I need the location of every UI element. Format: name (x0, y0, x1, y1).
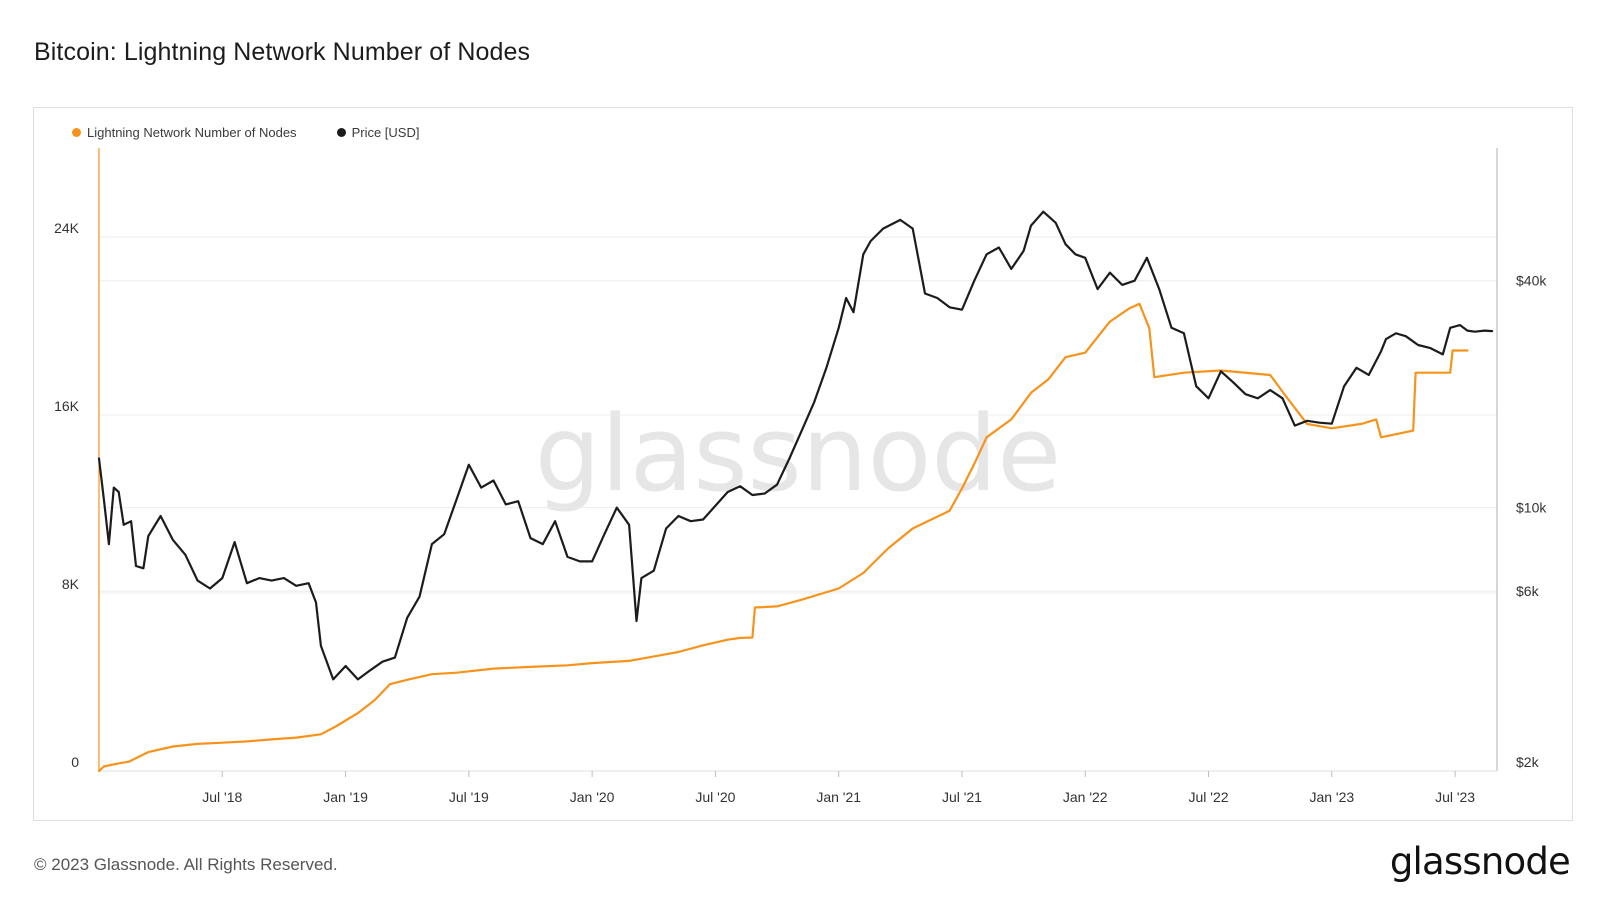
y-right-tick-label-1: $6k (1516, 583, 1540, 599)
y-left-tick-label-3: 24K (54, 220, 80, 236)
footer-copyright: © 2023 Glassnode. All Rights Reserved. (34, 855, 338, 874)
legend-label-price: Price [USD] (351, 125, 420, 140)
y-right-tick-label-3: $40k (1516, 273, 1547, 289)
legend-label-nodes: Lightning Network Number of Nodes (87, 125, 297, 140)
series-line-nodes (97, 302, 1469, 773)
x-tick-label-10: Jul '23 (1435, 789, 1475, 805)
chart-legend: Lightning Network Number of Nodes Price … (72, 125, 419, 140)
x-tick-label-1: Jan '19 (323, 789, 368, 805)
x-tick-label-6: Jul '21 (942, 789, 982, 805)
x-tick-label-7: Jan '22 (1063, 789, 1108, 805)
legend-item-nodes[interactable]: Lightning Network Number of Nodes (72, 125, 297, 140)
x-tick-label-3: Jan '20 (570, 789, 615, 805)
y-left-tick-label-2: 16K (54, 398, 80, 414)
y-right-tick-label-0: $2k (1516, 754, 1540, 770)
x-tick-label-8: Jul '22 (1189, 789, 1229, 805)
x-tick-label-0: Jul '18 (202, 789, 242, 805)
legend-dot-nodes (72, 128, 81, 137)
legend-item-price[interactable]: Price [USD] (336, 125, 420, 140)
x-tick-label-2: Jul '19 (449, 789, 489, 805)
series-line-price (97, 210, 1494, 681)
x-tick-label-9: Jan '23 (1309, 789, 1354, 805)
y-left-tick-label-0: 0 (71, 754, 79, 770)
y-right-tick-label-2: $10k (1516, 500, 1547, 516)
x-tick-label-4: Jul '20 (695, 789, 735, 805)
glassnode-logo: glassnode (1389, 840, 1571, 883)
x-tick-label-5: Jan '21 (816, 789, 861, 805)
page-title: Bitcoin: Lightning Network Number of Nod… (34, 38, 531, 66)
chart-frame (33, 107, 1573, 821)
legend-dot-price (336, 128, 346, 137)
y-left-tick-label-1: 8K (62, 576, 80, 592)
chart-watermark: glassnode (535, 393, 1062, 515)
